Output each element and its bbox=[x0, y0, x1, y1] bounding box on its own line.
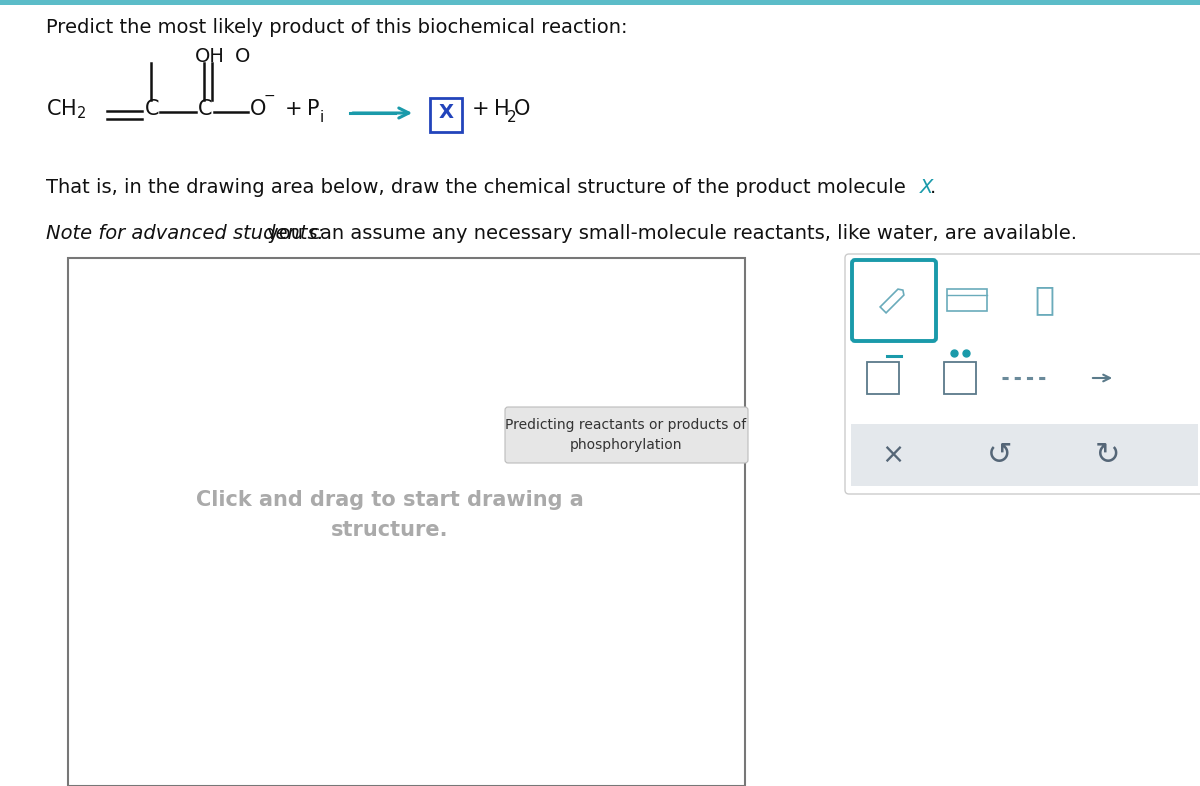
Bar bbox=[68, 258, 745, 786]
Text: ↺: ↺ bbox=[988, 440, 1013, 469]
Text: C: C bbox=[198, 99, 212, 119]
Text: Predicting reactants or products of
phosphorylation: Predicting reactants or products of phos… bbox=[505, 418, 746, 452]
Bar bbox=[866, 362, 899, 394]
Text: O: O bbox=[250, 99, 266, 119]
Text: CH$_2$: CH$_2$ bbox=[46, 97, 86, 120]
Text: P: P bbox=[307, 99, 319, 119]
Bar bbox=[0, 0, 1200, 5]
FancyBboxPatch shape bbox=[852, 260, 936, 341]
Text: i: i bbox=[320, 110, 324, 125]
Text: O: O bbox=[235, 47, 251, 66]
Text: 🖐: 🖐 bbox=[1034, 284, 1054, 317]
Bar bbox=[851, 424, 1198, 486]
Text: ×: × bbox=[881, 441, 905, 469]
Text: Note for advanced students:: Note for advanced students: bbox=[46, 224, 324, 243]
Text: H: H bbox=[494, 99, 510, 119]
Text: OH: OH bbox=[194, 47, 224, 66]
Text: ↻: ↻ bbox=[1094, 440, 1120, 469]
Text: Predict the most likely product of this biochemical reaction:: Predict the most likely product of this … bbox=[46, 18, 628, 37]
Text: That is, in the drawing area below, draw the chemical structure of the product m: That is, in the drawing area below, draw… bbox=[46, 178, 912, 197]
Bar bbox=[944, 362, 976, 394]
Text: C: C bbox=[145, 99, 160, 119]
FancyBboxPatch shape bbox=[845, 254, 1200, 494]
Text: O: O bbox=[514, 99, 530, 119]
Text: you can assume any necessary small-molecule reactants, like water, are available: you can assume any necessary small-molec… bbox=[262, 224, 1078, 243]
Bar bbox=[430, 98, 462, 132]
Text: +: + bbox=[472, 99, 490, 119]
Text: Click and drag to start drawing a
structure.: Click and drag to start drawing a struct… bbox=[196, 490, 584, 540]
Text: .: . bbox=[930, 178, 936, 197]
Text: 2: 2 bbox=[508, 110, 517, 125]
Text: X: X bbox=[438, 104, 454, 123]
FancyBboxPatch shape bbox=[505, 407, 748, 463]
Text: +: + bbox=[286, 99, 302, 119]
Text: X: X bbox=[920, 178, 934, 197]
Text: −: − bbox=[264, 89, 276, 103]
